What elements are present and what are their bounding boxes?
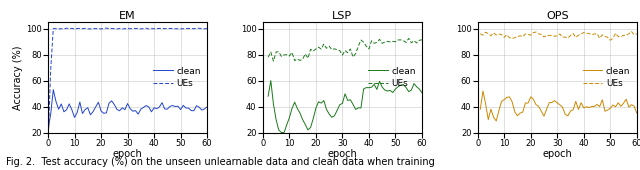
UEs: [397, 39, 404, 41]
Text: Fig. 2.  Test accuracy (%) on the unseen unlearnable data and clean data when tr: Fig. 2. Test accuracy (%) on the unseen …: [6, 157, 435, 167]
clean: [511, 111, 518, 113]
clean: [204, 106, 211, 108]
Legend: clean, UEs: clean, UEs: [151, 65, 203, 90]
Legend: clean, UEs: clean, UEs: [366, 65, 417, 90]
clean: [84, 107, 92, 109]
clean: [49, 89, 57, 91]
UEs: [44, 144, 52, 147]
UEs: [315, 46, 323, 48]
UEs: [612, 32, 620, 34]
Line: UEs: UEs: [48, 28, 207, 146]
UEs: [570, 32, 577, 35]
Title: EM: EM: [119, 11, 136, 21]
clean: [315, 101, 323, 103]
UEs: [76, 27, 84, 29]
clean: [418, 92, 426, 94]
Line: UEs: UEs: [268, 38, 422, 61]
Title: LSP: LSP: [332, 11, 353, 21]
Line: clean: clean: [480, 91, 637, 121]
clean: [142, 105, 150, 107]
clean: [296, 112, 304, 114]
UEs: [296, 59, 304, 61]
UEs: [142, 27, 150, 29]
clean: [397, 84, 404, 86]
UEs: [559, 36, 566, 38]
UEs: [102, 27, 110, 29]
Line: clean: clean: [48, 90, 207, 130]
clean: [291, 101, 298, 103]
clean: [355, 107, 362, 109]
clean: [185, 107, 193, 109]
clean: [612, 106, 620, 108]
UEs: [355, 45, 362, 47]
UEs: [81, 27, 89, 29]
clean: [529, 98, 537, 100]
UEs: [529, 32, 537, 34]
UEs: [418, 39, 426, 41]
clean: [102, 112, 110, 114]
clean: [132, 110, 140, 112]
UEs: [185, 27, 193, 29]
UEs: [344, 52, 351, 54]
UEs: [100, 27, 108, 29]
X-axis label: epoch: epoch: [542, 149, 572, 159]
clean: [44, 129, 52, 131]
X-axis label: epoch: epoch: [328, 149, 357, 159]
UEs: [506, 37, 513, 39]
UEs: [132, 27, 140, 29]
clean: [79, 113, 86, 115]
X-axis label: epoch: epoch: [113, 149, 143, 159]
Legend: clean, UEs: clean, UEs: [580, 65, 632, 90]
UEs: [633, 33, 640, 35]
Line: UEs: UEs: [480, 31, 637, 40]
Y-axis label: Accuracy (%): Accuracy (%): [13, 45, 23, 110]
UEs: [511, 37, 518, 39]
Line: clean: clean: [268, 81, 422, 133]
UEs: [291, 60, 298, 62]
clean: [633, 112, 640, 114]
clean: [559, 106, 566, 108]
clean: [344, 99, 351, 101]
clean: [506, 96, 513, 98]
UEs: [204, 28, 211, 30]
Title: OPS: OPS: [546, 11, 568, 21]
clean: [570, 109, 577, 111]
